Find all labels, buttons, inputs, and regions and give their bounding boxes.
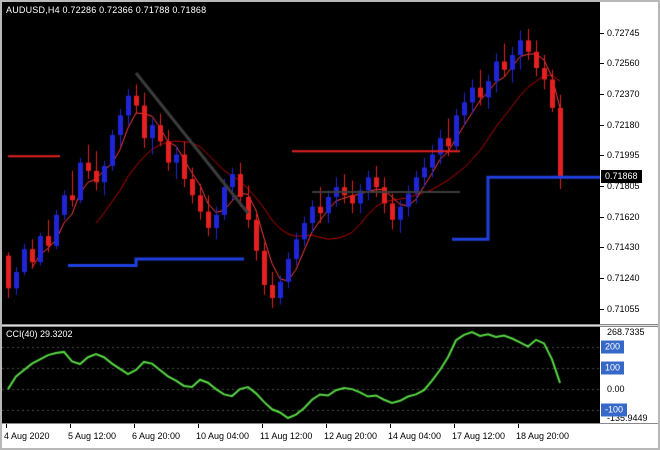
price-axis-label: 0.72180 [607, 120, 640, 131]
time-axis-tick [6, 424, 7, 428]
cci-axis[interactable]: 268.7335 200 100 0.00 -100 -135.9449 [600, 327, 658, 423]
price-axis-label: 0.71995 [607, 150, 640, 161]
price-axis-label: 0.71240 [607, 273, 640, 284]
time-axis-tick [70, 424, 71, 428]
time-axis-label: 5 Aug 12:00 [68, 431, 117, 441]
price-axis-tick [600, 186, 604, 187]
price-axis-tick [600, 278, 604, 279]
price-axis-tick [600, 309, 604, 310]
cci-level-badge: 200 [601, 340, 625, 354]
cci-level-badge: 100 [601, 361, 625, 375]
price-axis-label: 0.71055 [607, 303, 640, 314]
current-price-badge: 0.71868 [601, 170, 642, 184]
price-axis-tick [600, 33, 604, 34]
time-axis-label: 12 Aug 20:00 [324, 431, 378, 441]
price-axis-label: 0.71430 [607, 242, 640, 253]
time-axis[interactable]: 4 Aug 2020 5 Aug 12:00 6 Aug 20:00 10 Aug 0… [2, 423, 658, 448]
price-axis-tick [600, 94, 604, 95]
time-axis-tick [518, 424, 519, 428]
price-axis-tick [600, 63, 604, 64]
cci-axis-label: -135.9449 [607, 413, 648, 423]
time-axis-tick [134, 424, 135, 428]
panel-divider[interactable] [2, 324, 658, 327]
chart-title: AUDUSD,H4 0.72286 0.72366 0.71788 0.7186… [6, 5, 207, 15]
time-axis-label: 11 Aug 12:00 [260, 431, 313, 441]
cci-axis-label: 0.00 [607, 384, 625, 395]
time-axis-tick [326, 424, 327, 428]
time-axis-label: 10 Aug 04:00 [196, 431, 250, 441]
price-axis-tick [600, 155, 604, 156]
price-axis-label: 0.72370 [607, 89, 640, 100]
price-axis-label: 0.72560 [607, 58, 640, 69]
time-axis-label: 4 Aug 2020 [4, 431, 50, 441]
price-axis-label: 0.72745 [607, 27, 640, 38]
time-axis-label: 17 Aug 12:00 [452, 431, 506, 441]
cci-axis-label: 268.7335 [607, 326, 645, 337]
time-axis-tick [262, 424, 263, 428]
time-axis-label: 14 Aug 04:00 [388, 431, 442, 441]
time-axis-tick [454, 424, 455, 428]
cci-indicator-label: CCI(40) 29.3202 [6, 329, 73, 339]
cci-level-badge: -100 [601, 403, 628, 417]
price-axis-tick [600, 125, 604, 126]
cci-panel[interactable]: CCI(40) 29.3202 [2, 327, 600, 423]
price-axis-tick [600, 217, 604, 218]
price-axis-label: 0.71805 [607, 181, 640, 192]
cci-chart-canvas[interactable] [2, 327, 600, 423]
time-axis-label: 18 Aug 20:00 [516, 431, 570, 441]
time-axis-tick [390, 424, 391, 428]
price-axis-label: 0.71620 [607, 211, 640, 222]
price-chart-canvas[interactable] [2, 2, 600, 324]
main-chart-area[interactable]: AUDUSD,H4 0.72286 0.72366 0.71788 0.7186… [2, 2, 600, 324]
time-axis-label: 6 Aug 20:00 [132, 431, 181, 441]
price-axis-tick [600, 247, 604, 248]
price-axis[interactable]: 0.71868 0.72745 0.72560 0.72370 0.72180 0.71… [600, 2, 658, 324]
time-axis-tick [198, 424, 199, 428]
